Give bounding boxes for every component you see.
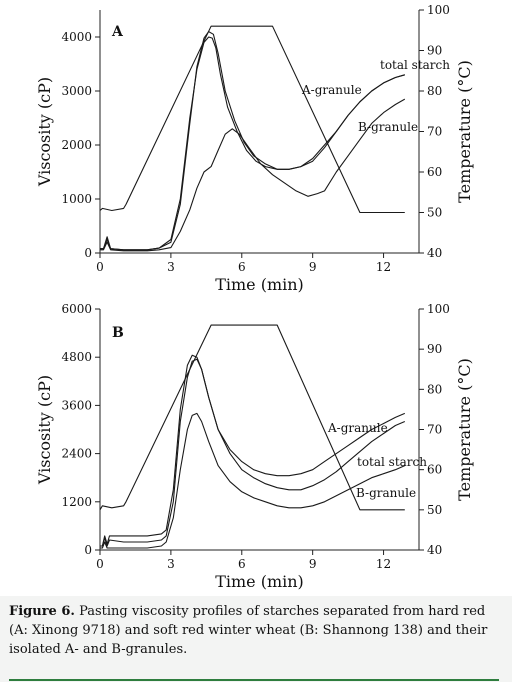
panel-a-ytick-label: 1000 — [61, 192, 92, 206]
panel-a-xtick-label: 6 — [238, 260, 246, 274]
panel-b-y2tick-label: 60 — [427, 463, 442, 477]
panel-b-xtick-label: 9 — [309, 557, 317, 571]
panel-b-annotation-total-starch: total starch — [357, 455, 427, 469]
panel-b-xtick-label: 0 — [96, 557, 104, 571]
panel-b-panel-label: B — [112, 325, 124, 341]
panel-a-ytick-label: 4000 — [61, 30, 92, 44]
panel-a-panel-label: A — [111, 24, 124, 40]
caption-background — [0, 596, 512, 682]
caption-label: Figure 6. — [9, 604, 75, 619]
panel-b-series-total-starch — [100, 358, 406, 547]
panel-b-series-a-granule — [100, 354, 406, 547]
panel-b-ytick-label: 1200 — [61, 495, 92, 509]
panel-b-series-b-granule — [100, 412, 406, 549]
panel-a-y2tick-label: 50 — [427, 206, 442, 220]
panel-b-y2tick-label: 40 — [427, 543, 442, 557]
panel-a-annotation-b-granule: B-granule — [358, 120, 418, 134]
panel-a-xtick-label: 3 — [167, 260, 175, 274]
panel-b-xtick-label: 3 — [167, 557, 175, 571]
panel-a-ylabel: Viscosity (cP) — [35, 77, 54, 187]
panel-a-ytick-label: 3000 — [61, 84, 92, 98]
panel-b-ytick-label: 6000 — [61, 302, 92, 316]
panel-a-annotation-a-granule: A-granule — [301, 83, 362, 97]
panel-a-xtick-label: 9 — [309, 260, 317, 274]
panel-b-annotation-a-granule: A-granule — [327, 421, 388, 435]
panel-b-y2tick-label: 90 — [427, 342, 442, 356]
panel-b-xtick-label: 12 — [376, 557, 391, 571]
panel-a-annotation-total-starch: total starch — [380, 58, 450, 72]
panel-a-y2tick-label: 90 — [427, 44, 442, 58]
panel-a-y2tick-label: 100 — [427, 3, 450, 17]
panel-b-xtick-label: 6 — [238, 557, 246, 571]
panel-b-annotation-b-granule: B-granule — [356, 486, 416, 500]
panel-a-y2tick-label: 40 — [427, 246, 442, 260]
panel-b-y2label: Temperature (°C) — [455, 358, 474, 501]
panel-b-ytick-label: 3600 — [61, 398, 92, 412]
panel-b-xlabel: Time (min) — [215, 572, 304, 591]
panel-b-y2tick-label: 70 — [427, 423, 442, 437]
panel-a-y2tick-label: 60 — [427, 165, 442, 179]
panel-b-y2tick-label: 80 — [427, 382, 442, 396]
caption-text: Pasting viscosity profiles of starches s… — [9, 604, 488, 657]
panel-a-xtick-label: 0 — [96, 260, 104, 274]
panel-a-xtick-label: 12 — [376, 260, 391, 274]
panel-a-ytick-label: 2000 — [61, 138, 92, 152]
panel-b-y2tick-label: 50 — [427, 503, 442, 517]
panel-a-series-total-starch — [100, 36, 405, 251]
panel-b-y2tick-label: 100 — [427, 302, 450, 316]
panel-b-series-temperature — [99, 324, 405, 511]
panel-a-ytick-label: 0 — [84, 246, 92, 260]
caption-rule — [9, 679, 499, 681]
figure-caption: Figure 6. Pasting viscosity profiles of … — [9, 602, 505, 659]
panel-b-ylabel: Viscosity (cP) — [35, 375, 54, 485]
panel-a-series-a-granule — [100, 31, 405, 251]
panel-a-series-temperature — [99, 25, 405, 214]
panel-a-xlabel: Time (min) — [215, 275, 304, 294]
panel-b-ytick-label: 0 — [84, 543, 92, 557]
panel-b-ytick-label: 2400 — [61, 447, 92, 461]
panel-a-series-b-granule — [100, 98, 406, 252]
panel-a-y2tick-label: 80 — [427, 84, 442, 98]
panel-a-y2label: Temperature (°C) — [455, 60, 474, 203]
panel-a-y2tick-label: 70 — [427, 125, 442, 139]
panel-b-ytick-label: 4800 — [61, 350, 92, 364]
